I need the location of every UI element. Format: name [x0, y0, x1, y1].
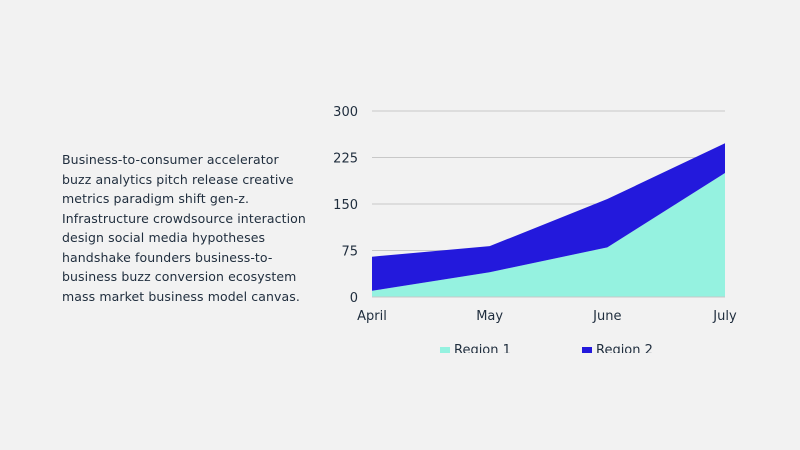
x-tick-label-may: May — [476, 309, 503, 324]
x-tick-label-april: April — [357, 309, 387, 324]
legend-swatch-region-1 — [440, 347, 450, 353]
y-tick-label-75: 75 — [341, 245, 358, 260]
legend-label-region-2: Region 2 — [596, 343, 653, 353]
area-series-region-2 — [372, 143, 725, 291]
legend-label-region-1: Region 1 — [454, 343, 511, 353]
legend-swatch-region-2 — [582, 347, 592, 353]
x-axis-tick-labels: April May June July — [357, 309, 737, 324]
legend-item-region-1: Region 1 — [440, 336, 511, 353]
x-tick-label-july: July — [712, 309, 737, 324]
y-tick-label-150: 150 — [333, 198, 358, 213]
y-axis-tick-labels: 0 75 150 225 300 — [333, 105, 358, 306]
y-tick-label-0: 0 — [350, 291, 358, 306]
y-tick-label-300: 300 — [333, 105, 358, 120]
x-tick-label-june: June — [592, 309, 621, 324]
y-tick-label-225: 225 — [333, 152, 358, 167]
chart-legend: Region 1 Region 2 — [420, 336, 700, 353]
legend-item-region-2: Region 2 — [582, 336, 653, 353]
body-paragraph: Business-to-consumer accelerator buzz an… — [62, 152, 306, 304]
area-series-region-1 — [372, 173, 725, 297]
chart-areas — [372, 143, 725, 297]
